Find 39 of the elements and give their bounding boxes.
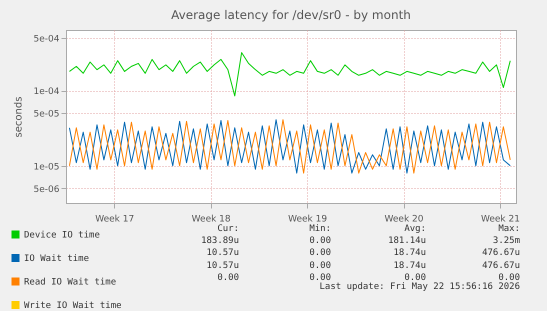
legend-label: Write IO Wait time [24, 301, 122, 311]
y-tick-label: 5e-05 [34, 110, 60, 120]
text: 10.57u [206, 260, 239, 271]
text: Last update: Fri May 22 15:56:16 2026 [320, 282, 520, 292]
text: 476.67u [482, 260, 520, 271]
text: 0.00 [309, 236, 331, 246]
y-tick-label: 5e-06 [34, 184, 60, 195]
legend-label: IO Wait time [24, 254, 90, 264]
y-tick-label: 1e-05 [34, 162, 60, 172]
text: 0.00 [309, 248, 331, 258]
text: 476.67u [482, 248, 520, 258]
text: 18.74u [393, 260, 426, 271]
legend-label: Device IO time [24, 230, 100, 240]
y-tick-label: 1e-04 [34, 87, 60, 98]
text: 0.00 [404, 272, 426, 283]
text: 181.14u [388, 236, 426, 246]
line-series [68, 52, 511, 96]
text: Min: [309, 224, 331, 234]
x-tick-label: Week 21 [480, 214, 520, 224]
y-axis-title: seconds [14, 96, 25, 138]
text: Avg: [404, 224, 426, 234]
chart-title: Average latency for /dev/sr0 - by month [171, 8, 411, 22]
text: 0.00 [498, 272, 520, 283]
x-tick-label: Week 17 [95, 214, 134, 224]
text: 10.57u [206, 248, 239, 258]
line-series [68, 119, 511, 174]
text: 18.74u [393, 248, 426, 258]
text: 0.00 [309, 260, 331, 271]
x-tick-label: Week 18 [192, 214, 231, 224]
text: Cur: [217, 224, 239, 234]
y-tick-label: 5e-04 [34, 34, 60, 45]
legend-label: Read IO Wait time [24, 278, 116, 288]
text: Max: [498, 224, 520, 234]
text: 0.00 [217, 272, 239, 283]
text: 183.89u [201, 236, 239, 246]
text: 0.00 [309, 272, 331, 283]
x-tick-label: Week 19 [288, 214, 328, 224]
x-tick-label: Week 20 [384, 214, 424, 224]
text: 3.25m [492, 236, 520, 246]
